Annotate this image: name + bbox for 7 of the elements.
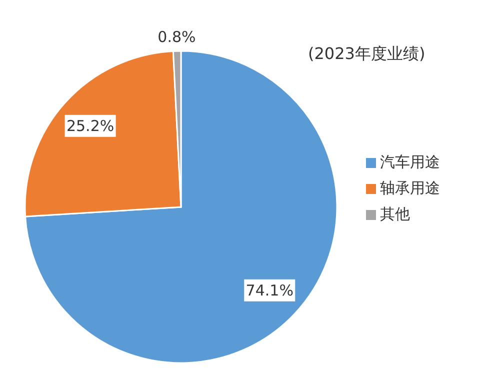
legend-label: 汽车用途 [380, 153, 440, 171]
data-label: 74.1% [246, 281, 294, 300]
text: (2023年度业绩) [308, 44, 426, 65]
legend-label: 轴承用途 [380, 179, 440, 197]
data-label: 0.8% [158, 28, 196, 46]
data-label: 25.2% [66, 116, 114, 135]
legend-label: 其他 [380, 205, 410, 223]
